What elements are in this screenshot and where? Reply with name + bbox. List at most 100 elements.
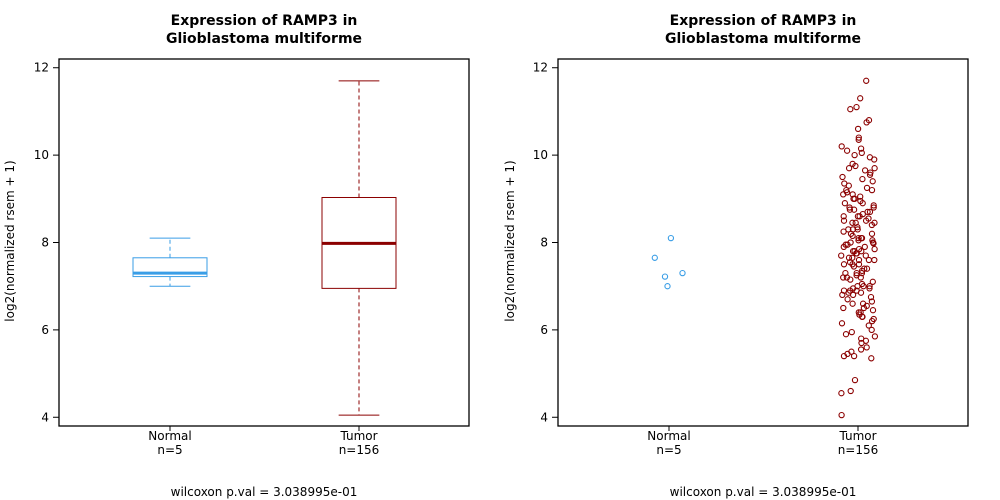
data-point-normal <box>664 283 671 290</box>
data-point-tumor <box>868 221 876 229</box>
data-point-tumor <box>868 355 875 362</box>
data-point-tumor <box>858 267 866 275</box>
data-point-tumor <box>857 145 865 152</box>
data-point-tumor <box>868 186 876 194</box>
data-point-tumor <box>869 307 877 314</box>
data-point-tumor <box>838 143 845 150</box>
wilcoxon-pvalue: wilcoxon p.val = 3.038995e-01 <box>171 485 358 499</box>
data-point-tumor <box>841 180 848 187</box>
data-point-tumor <box>871 156 878 163</box>
y-tick-label: 12 <box>34 61 49 75</box>
chart-title-line2: Glioblastoma multiforme <box>166 31 362 47</box>
data-point-tumor <box>854 283 861 290</box>
y-tick-label: 12 <box>533 61 548 75</box>
data-point-tumor <box>840 217 848 224</box>
y-axis-label: log2(normalized rsem + 1) <box>3 160 17 321</box>
y-tick-label: 10 <box>34 148 49 162</box>
data-point-tumor <box>871 165 878 172</box>
data-point-tumor <box>841 200 849 207</box>
data-point-tumor <box>863 344 870 351</box>
data-point-tumor <box>850 206 858 213</box>
data-point-tumor <box>871 333 879 340</box>
y-axis-ticks: 4 6 8 10 12 <box>34 61 59 424</box>
data-point-tumor <box>845 165 853 172</box>
data-point-tumor <box>846 206 854 213</box>
data-point-tumor <box>849 232 856 240</box>
data-point-tumor <box>855 134 862 141</box>
data-point-tumor <box>855 309 862 316</box>
data-point-tumor <box>860 283 867 290</box>
data-point-tumor <box>859 200 866 207</box>
data-point-tumor <box>869 178 876 185</box>
data-point-tumor <box>844 241 851 248</box>
data-point-tumor <box>866 208 874 216</box>
data-point-tumor <box>858 313 866 320</box>
data-point-tumor <box>850 352 858 360</box>
data-point-tumor <box>865 256 873 264</box>
x-tick-label-tumor: Tumor <box>339 429 377 443</box>
data-point-tumor <box>847 106 854 113</box>
y-tick-label: 10 <box>533 148 548 162</box>
data-point-tumor <box>839 173 846 181</box>
data-point-tumor <box>840 352 848 360</box>
data-point-tumor <box>853 103 860 111</box>
data-point-tumor <box>866 171 874 178</box>
data-point-normal <box>667 234 675 242</box>
data-point-tumor <box>840 213 847 220</box>
x-tick-count-normal: n=5 <box>656 443 681 457</box>
data-point-tumor <box>845 254 853 261</box>
y-tick-label: 4 <box>41 410 49 424</box>
y-axis-label: log2(normalized rsem + 1) <box>503 160 517 321</box>
data-point-tumor <box>849 219 856 226</box>
data-point-tumor <box>868 317 876 325</box>
scatter-points <box>651 77 879 419</box>
data-point-tumor <box>871 245 878 253</box>
wilcoxon-pvalue: wilcoxon p.val = 3.038995e-01 <box>670 485 857 499</box>
data-point-tumor <box>866 285 873 292</box>
data-point-tumor <box>861 167 869 174</box>
y-tick-label: 8 <box>540 236 548 250</box>
data-point-tumor <box>863 119 870 126</box>
y-tick-label: 8 <box>41 236 49 250</box>
x-tick-count-tumor: n=156 <box>838 443 879 457</box>
data-point-tumor <box>869 278 876 285</box>
data-point-tumor <box>840 274 847 281</box>
data-point-tumor <box>848 328 855 336</box>
data-point-tumor <box>855 256 863 264</box>
data-point-tumor <box>855 234 862 242</box>
data-point-tumor <box>862 252 869 259</box>
y-axis-ticks: 4 6 8 10 12 <box>533 61 558 424</box>
plot-frame <box>557 58 969 427</box>
data-point-tumor <box>857 346 865 353</box>
data-point-tumor <box>865 322 872 329</box>
data-point-tumor <box>858 149 865 157</box>
x-tick-label-tumor: Tumor <box>838 429 876 443</box>
data-point-tumor <box>855 261 863 268</box>
data-point-tumor <box>845 289 852 296</box>
y-tick-label: 6 <box>41 323 49 337</box>
chart-title-line2: Glioblastoma multiforme <box>665 31 861 47</box>
y-tick-label: 4 <box>540 410 548 424</box>
data-point-tumor <box>840 304 847 312</box>
scatter-plot-panel: Expression of RAMP3 in Glioblastoma mult… <box>503 13 969 499</box>
data-point-tumor <box>840 191 847 198</box>
data-point-tumor <box>845 226 852 233</box>
plot-frame <box>58 58 470 427</box>
data-point-tumor <box>858 339 865 347</box>
data-point-tumor <box>847 387 854 395</box>
data-point-tumor <box>870 204 877 211</box>
data-point-normal <box>679 269 686 277</box>
data-point-tumor <box>857 95 864 102</box>
data-point-tumor <box>840 261 848 268</box>
data-point-normal <box>651 254 658 261</box>
data-point-tumor <box>869 237 876 244</box>
data-point-tumor <box>844 296 851 303</box>
data-point-tumor <box>857 274 864 281</box>
data-point-tumor <box>871 256 878 264</box>
data-point-tumor <box>851 195 858 202</box>
data-point-tumor <box>867 293 875 301</box>
data-point-tumor <box>863 265 871 272</box>
